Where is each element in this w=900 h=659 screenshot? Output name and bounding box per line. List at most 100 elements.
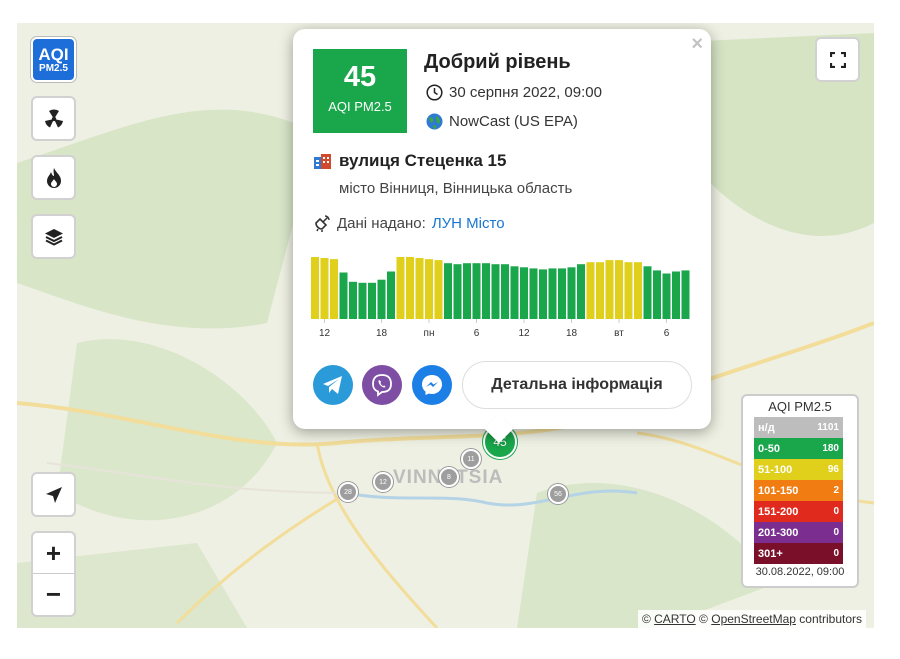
aqi-value: 45: [343, 61, 377, 93]
chart-bar[interactable]: [681, 270, 690, 319]
chart-bar[interactable]: [444, 263, 452, 319]
source-prefix: Дані надано:: [337, 214, 426, 232]
map[interactable]: AQI PM2.5 + − VINNYTSIA 28 1: [17, 23, 874, 628]
chart-bar[interactable]: [529, 268, 538, 319]
chart-bar[interactable]: [453, 264, 462, 319]
chart-bar[interactable]: [472, 263, 481, 319]
chart-tick-label: 12: [319, 328, 331, 339]
chart-bar[interactable]: [548, 268, 557, 319]
viber-share-button[interactable]: [362, 365, 402, 405]
station-marker[interactable]: 56: [548, 484, 568, 504]
station-address: вулиця Стеценка 15: [313, 151, 506, 171]
chart-bar[interactable]: [396, 257, 405, 319]
chart-bar[interactable]: [368, 282, 376, 319]
osm-link[interactable]: OpenStreetMap: [711, 612, 796, 626]
station-popup: × 45 AQI PM2.5 Добрий рівень 30 серпня 2…: [293, 29, 711, 444]
chart-bar[interactable]: [491, 264, 500, 319]
chart-bar[interactable]: [482, 263, 490, 319]
chart-bar[interactable]: [520, 267, 528, 319]
chart-bar[interactable]: [624, 262, 633, 319]
close-button[interactable]: ×: [691, 33, 703, 55]
station-marker[interactable]: 11: [461, 449, 481, 469]
chart-tick-label: 12: [518, 328, 530, 339]
station-marker[interactable]: 28: [338, 482, 358, 502]
chart-bar[interactable]: [358, 282, 367, 319]
legend-count: 180: [822, 443, 839, 454]
legend-row[interactable]: 51-100 96: [754, 459, 843, 480]
chart-bar[interactable]: [311, 257, 319, 319]
legend-row[interactable]: 0-50 180: [754, 438, 843, 459]
chart-bar[interactable]: [434, 260, 443, 319]
chart-tick-label: пн: [424, 328, 435, 339]
legend-row[interactable]: 201-300 0: [754, 522, 843, 543]
chart-bar[interactable]: [653, 270, 661, 319]
fire-layer-button[interactable]: [31, 155, 76, 200]
chart-bar[interactable]: [605, 260, 614, 319]
chart-bar[interactable]: [577, 264, 585, 319]
legend-row[interactable]: 151-200 0: [754, 501, 843, 522]
chart-bar[interactable]: [415, 258, 424, 319]
zoom-out-button[interactable]: −: [45, 579, 62, 609]
zoom-in-button[interactable]: +: [33, 533, 74, 574]
chart-bar[interactable]: [387, 271, 395, 320]
legend-range: 301+: [758, 547, 783, 560]
chart-bar[interactable]: [539, 269, 547, 319]
copyright-symbol: ©: [699, 612, 708, 626]
legend-row[interactable]: 301+ 0: [754, 543, 843, 564]
chart-ticks: 12 18 пн 6 12 18 вт 6: [319, 319, 670, 339]
aqi-unit: AQI PM2.5: [328, 99, 392, 114]
viber-icon: [372, 374, 392, 397]
chart-tick-label: 18: [566, 328, 578, 339]
chart-bar[interactable]: [567, 267, 576, 319]
air-quality-level: Добрий рівень: [424, 51, 571, 73]
chart-bar[interactable]: [672, 271, 680, 320]
address-text: вулиця Стеценка 15: [339, 151, 507, 170]
location-arrow-icon: [45, 486, 62, 503]
station-marker[interactable]: 8: [439, 467, 459, 487]
chart-bar[interactable]: [643, 266, 652, 319]
legend-rows: н/д 1101 0-50 180 51-100 96 101-150 2 151-200 0 20…: [743, 417, 857, 564]
chart-bar[interactable]: [501, 264, 509, 319]
copyright-symbol: ©: [641, 612, 651, 626]
details-button[interactable]: Детальна інформація: [462, 361, 692, 409]
method-text: NowCast (US EPA): [449, 113, 578, 130]
carto-link[interactable]: CARTO: [654, 612, 696, 626]
chart-bar[interactable]: [320, 258, 329, 319]
chart-bar[interactable]: [339, 272, 348, 320]
station-marker[interactable]: 12: [373, 472, 393, 492]
station-city: місто Вінниця, Вінницька область: [339, 180, 573, 197]
chart-bar[interactable]: [377, 279, 386, 319]
legend-row[interactable]: н/д 1101: [754, 417, 843, 438]
legend-row[interactable]: 101-150 2: [754, 480, 843, 501]
map-attribution: © CARTO © OpenStreetMap contributors: [637, 610, 866, 628]
chart-bar[interactable]: [510, 266, 519, 319]
chart-tick-label: 6: [474, 328, 480, 339]
chart-bar[interactable]: [425, 259, 433, 319]
aqi-layer-button[interactable]: AQI PM2.5: [31, 37, 76, 82]
chart-bar[interactable]: [662, 273, 671, 320]
chart-bar[interactable]: [615, 260, 623, 319]
chart-bar[interactable]: [406, 257, 414, 319]
radiation-layer-button[interactable]: [31, 96, 76, 141]
chart-bar[interactable]: [634, 262, 642, 319]
chart-bar[interactable]: [596, 262, 604, 319]
chart-bar[interactable]: [558, 268, 566, 319]
globe-icon: [426, 113, 443, 130]
telegram-share-button[interactable]: [313, 365, 353, 405]
telegram-icon: [323, 376, 342, 394]
zoom-control: + −: [31, 531, 76, 617]
fullscreen-icon: [829, 51, 846, 68]
chart-bar[interactable]: [463, 263, 471, 319]
pm25-label: PM2.5: [39, 62, 68, 74]
legend-count: 0: [833, 548, 839, 559]
chart-bar[interactable]: [586, 262, 595, 319]
messenger-icon: [422, 375, 442, 395]
layers-button[interactable]: [31, 214, 76, 259]
legend-range: 51-100: [758, 463, 793, 476]
chart-bar[interactable]: [330, 259, 338, 319]
fullscreen-button[interactable]: [815, 37, 860, 82]
source-link[interactable]: ЛУН Місто: [431, 214, 505, 232]
locate-button[interactable]: [31, 472, 76, 517]
chart-bar[interactable]: [349, 281, 357, 319]
messenger-share-button[interactable]: [412, 365, 452, 405]
